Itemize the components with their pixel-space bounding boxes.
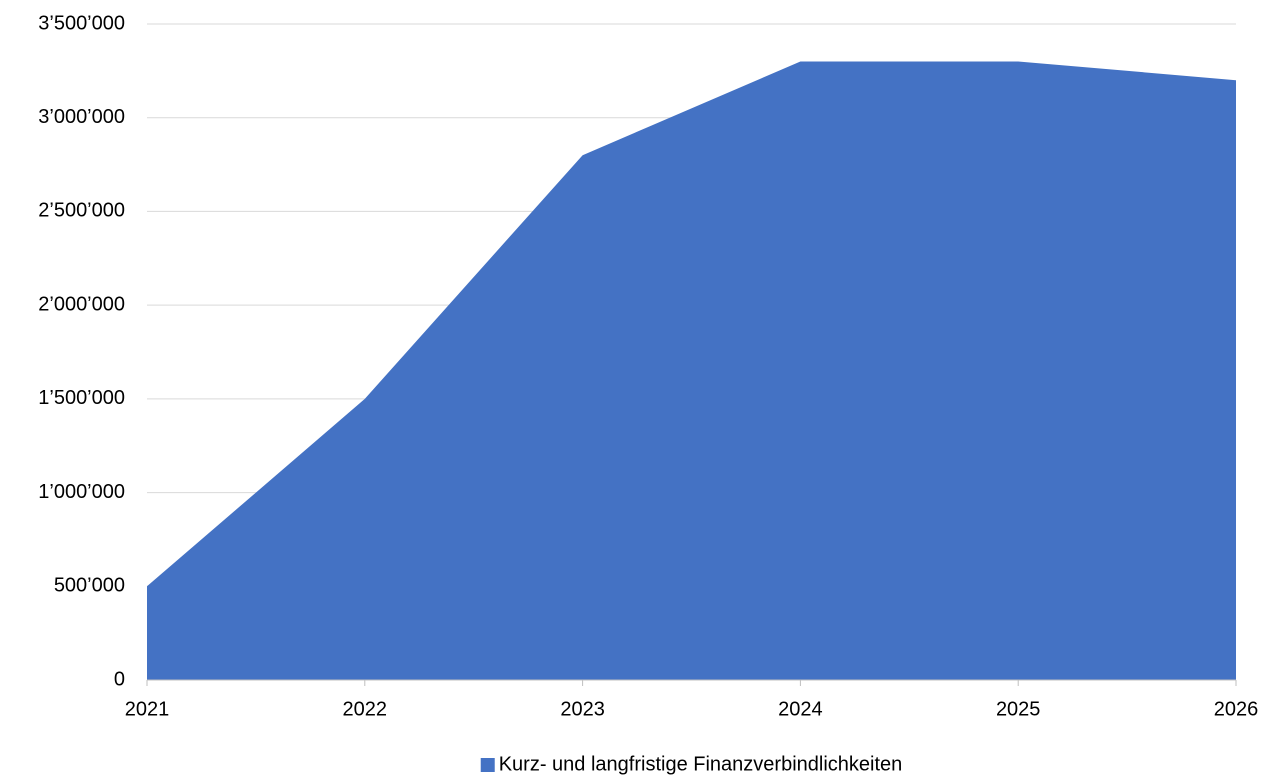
y-tick-label: 1’500’000 [38, 387, 125, 409]
y-tick-label: 3’500’000 [38, 12, 125, 34]
x-tick-label: 2023 [560, 698, 605, 720]
area [147, 61, 1236, 680]
x-tick-label: 2022 [343, 698, 388, 720]
x-tick-label: 2024 [778, 698, 823, 720]
legend-swatch [480, 758, 495, 772]
legend-label: Kurz- und langfristige Finanzverbindlich… [499, 753, 903, 775]
y-tick-label: 2’500’000 [38, 200, 125, 222]
x-tick-label: 2026 [1214, 698, 1259, 720]
y-tick-label: 0 [114, 668, 125, 690]
x-tick-label: 2025 [996, 698, 1041, 720]
y-tick-label: 500’000 [54, 575, 125, 597]
y-tick-label: 3’000’000 [38, 106, 125, 128]
y-tick-label: 2’000’000 [38, 293, 125, 315]
x-tick-label: 2021 [125, 698, 170, 720]
y-tick-label: 1’000’000 [38, 481, 125, 503]
